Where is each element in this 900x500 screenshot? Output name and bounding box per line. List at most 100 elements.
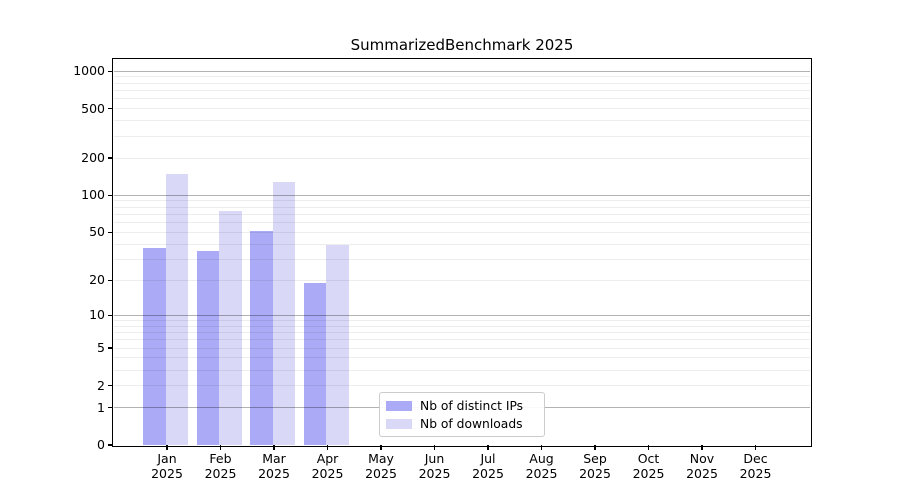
bar-distinct-ips — [196, 251, 219, 445]
bar-distinct-ips — [250, 231, 273, 445]
x-tick-year: 2025 — [311, 466, 344, 481]
gridline-minor — [114, 157, 810, 159]
x-tick-label: Mar 2025 — [246, 451, 302, 481]
x-tick-year: 2025 — [258, 466, 290, 481]
x-tick-year: 2025 — [365, 466, 397, 481]
x-tick-year: 2025 — [151, 466, 183, 481]
x-tick-mark — [219, 445, 222, 450]
x-tick-month: May — [368, 451, 394, 466]
legend-label-distinct-ips: Nb of distinct IPs — [420, 398, 524, 413]
legend-swatch-downloads-icon — [386, 418, 412, 429]
gridline-minor — [114, 325, 810, 327]
gridline-minor — [114, 369, 810, 371]
y-tick-label: 5 — [97, 340, 105, 356]
x-tick-mark — [380, 445, 382, 450]
gridline-minor — [114, 279, 810, 281]
x-tick-year: 2025 — [204, 466, 237, 481]
x-tick-mark — [647, 445, 650, 450]
legend-item-downloads: Nb of downloads — [386, 417, 538, 431]
bar-distinct-ips — [143, 248, 166, 445]
y-tick-label: 1 — [97, 399, 105, 415]
x-tick-year: 2025 — [739, 466, 772, 481]
y-tick-label: 50 — [89, 224, 105, 240]
gridline-minor — [114, 213, 810, 215]
gridline-minor — [114, 347, 810, 349]
legend-swatch-distinct-ips-icon — [386, 400, 412, 411]
bar-downloads — [272, 182, 295, 445]
x-tick-month: Dec — [743, 451, 768, 466]
y-tick-label: 2 — [97, 377, 105, 393]
x-tick-label: Sep 2025 — [567, 451, 623, 481]
gridline-minor — [114, 120, 810, 122]
x-tick-mark — [433, 445, 436, 450]
y-tick-label: 100 — [81, 187, 105, 203]
gridline-major — [114, 314, 810, 316]
y-tick-mark — [108, 347, 113, 349]
x-tick-year: 2025 — [525, 466, 558, 481]
gridline-minor — [114, 98, 810, 100]
x-tick-month: Jul — [480, 451, 496, 466]
y-tick-label: 0 — [97, 437, 105, 452]
x-tick-mark — [273, 445, 275, 450]
y-tick-mark — [108, 194, 113, 196]
x-tick-label: Dec 2025 — [728, 451, 784, 481]
gridline-minor — [114, 319, 810, 321]
gridline-minor — [114, 108, 810, 110]
gridline-minor — [114, 332, 810, 333]
x-tick-mark — [166, 445, 168, 450]
gridline-minor — [114, 258, 810, 260]
x-tick-month: Feb — [209, 451, 232, 466]
x-tick-year: 2025 — [632, 466, 665, 481]
gridline-major — [114, 70, 810, 72]
x-tick-mark — [326, 445, 329, 450]
x-tick-month: Mar — [262, 451, 286, 466]
y-tick-label: 1000 — [73, 63, 105, 79]
x-tick-label: Nov 2025 — [674, 451, 730, 481]
gridline-minor — [114, 76, 810, 78]
legend-item-distinct-ips: Nb of distinct IPs — [386, 399, 538, 413]
x-tick-mark — [487, 445, 489, 450]
x-tick-label: Feb 2025 — [193, 451, 249, 481]
y-tick-label: 200 — [81, 150, 105, 166]
y-tick-mark — [108, 70, 113, 72]
y-tick-mark — [108, 444, 113, 446]
x-tick-label: Apr 2025 — [300, 451, 356, 481]
y-tick-mark — [108, 108, 113, 110]
gridline-minor — [114, 222, 810, 224]
gridline-minor — [114, 90, 810, 91]
gridline-minor — [114, 135, 810, 137]
y-tick-mark — [108, 231, 113, 233]
gridline-minor — [114, 206, 810, 208]
gridline-minor — [114, 357, 810, 359]
gridline-minor — [114, 243, 810, 245]
y-tick-label: 10 — [89, 307, 105, 323]
gridline-minor — [114, 339, 810, 341]
x-tick-label: May 2025 — [353, 451, 409, 481]
gridline-minor — [114, 385, 810, 387]
x-tick-mark — [754, 445, 757, 450]
gridline-minor — [114, 200, 810, 202]
bar-downloads — [219, 211, 242, 445]
x-tick-label: Aug 2025 — [514, 451, 570, 481]
y-tick-mark — [108, 406, 113, 409]
bar-downloads — [326, 245, 349, 445]
bar-distinct-ips — [303, 282, 326, 445]
y-tick-mark — [108, 279, 113, 281]
x-tick-month: Jan — [157, 451, 177, 466]
x-tick-month: Sep — [583, 451, 607, 466]
y-tick-label: 20 — [89, 272, 105, 288]
x-tick-mark — [701, 445, 703, 450]
gridline-major — [114, 194, 810, 196]
y-tick-mark — [108, 314, 113, 316]
x-tick-month: Aug — [529, 451, 554, 466]
legend-label-downloads: Nb of downloads — [420, 416, 523, 431]
x-tick-month: Nov — [689, 451, 715, 466]
legend: Nb of distinct IPs Nb of downloads — [379, 392, 545, 437]
x-tick-label: Jun 2025 — [407, 451, 463, 481]
gridline-minor — [114, 231, 810, 233]
x-tick-month: Oct — [637, 451, 660, 466]
x-tick-mark — [594, 445, 596, 450]
x-tick-label: Jul 2025 — [460, 451, 516, 481]
y-tick-mark — [108, 157, 113, 159]
